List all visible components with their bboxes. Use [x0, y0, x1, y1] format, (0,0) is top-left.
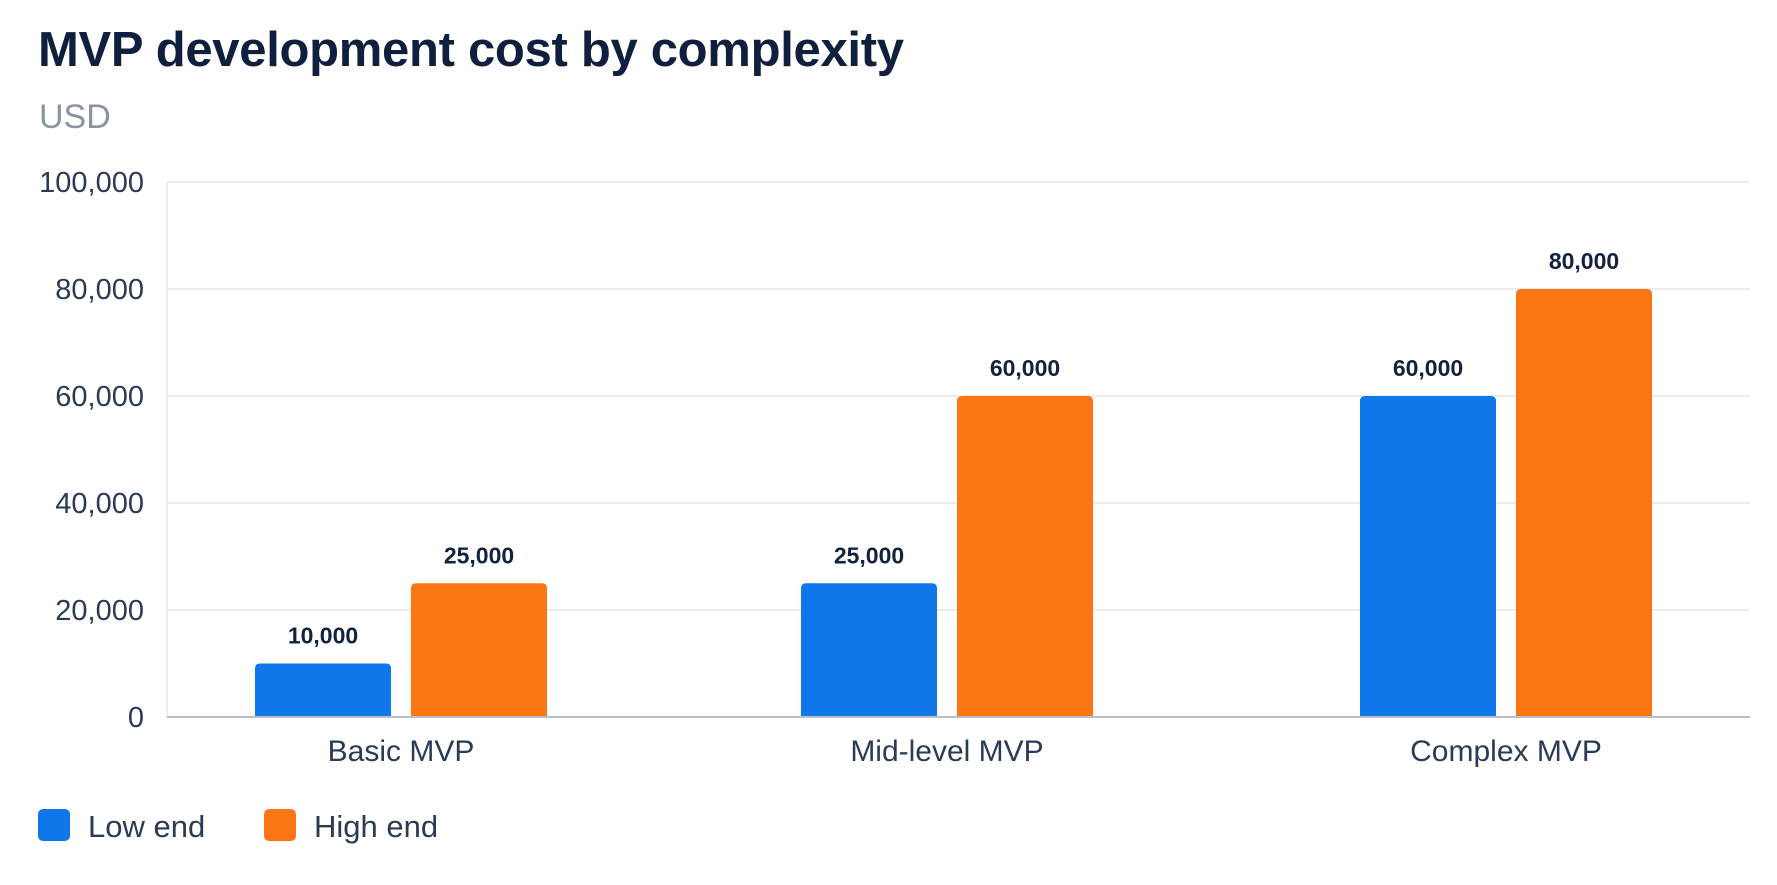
- legend-label: Low end: [88, 809, 205, 844]
- bar-value-label: 60,000: [990, 355, 1060, 381]
- x-category-label: Mid-level MVP: [850, 735, 1043, 768]
- category-labels: Basic MVP Mid-level MVP Complex MVP: [328, 735, 1602, 768]
- bar-low-end-mid-level-mvp: [801, 583, 937, 717]
- y-axis-ticks: 0 20,000 40,000 60,000 80,000 100,000: [39, 167, 144, 734]
- bar-value-label: 60,000: [1393, 355, 1463, 381]
- x-category-label: Basic MVP: [328, 735, 475, 768]
- bar-high-end-complex-mvp: [1516, 289, 1652, 717]
- legend-swatch: [38, 809, 70, 841]
- bar-value-label: 25,000: [834, 542, 904, 568]
- y-tick-label: 100,000: [39, 167, 144, 199]
- legend-label: High end: [314, 809, 438, 844]
- bar-value-label: 25,000: [444, 542, 514, 568]
- legend-item-low-end[interactable]: Low end: [38, 809, 205, 844]
- data-labels: 10,000 25,000 25,000 60,000 60,000 80,000: [288, 248, 1619, 649]
- y-tick-label: 0: [128, 702, 144, 734]
- chart-subtitle: USD: [39, 98, 111, 136]
- bar-high-end-basic-mvp: [411, 583, 547, 717]
- bar-high-end-mid-level-mvp: [957, 396, 1093, 717]
- bar-value-label: 10,000: [288, 623, 358, 649]
- y-tick-label: 20,000: [55, 595, 144, 627]
- y-tick-label: 40,000: [55, 488, 144, 520]
- bar-value-label: 80,000: [1549, 248, 1619, 274]
- legend[interactable]: Low end High end: [38, 809, 438, 844]
- bars: [255, 289, 1652, 717]
- legend-swatch: [264, 809, 296, 841]
- y-tick-label: 60,000: [55, 381, 144, 413]
- bar-low-end-complex-mvp: [1360, 396, 1496, 717]
- chart-title: MVP development cost by complexity: [38, 23, 904, 77]
- bar-low-end-basic-mvp: [255, 663, 391, 717]
- y-tick-label: 80,000: [55, 274, 144, 306]
- x-axis: [166, 182, 1750, 718]
- legend-item-high-end[interactable]: High end: [264, 809, 438, 844]
- x-category-label: Complex MVP: [1410, 735, 1602, 768]
